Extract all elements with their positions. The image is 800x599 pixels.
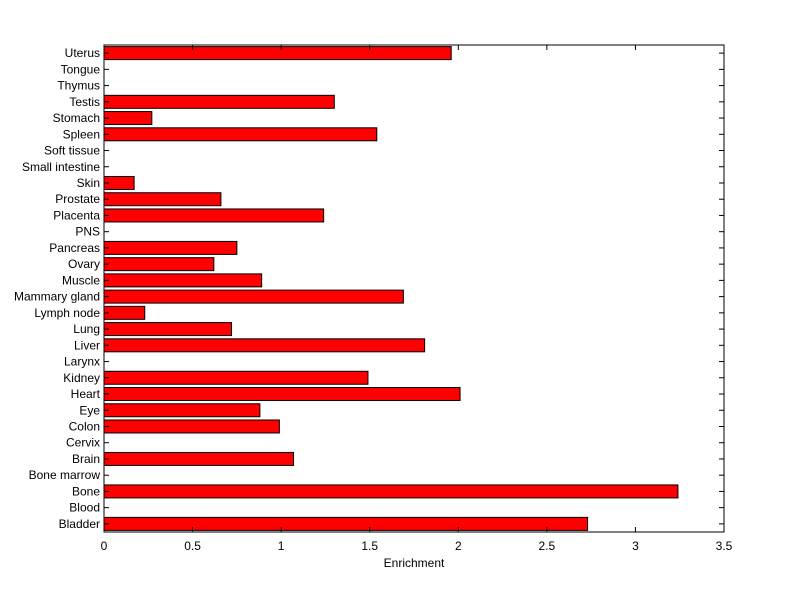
x-tick-label: 1 xyxy=(278,539,285,553)
bar-bone xyxy=(103,484,679,499)
y-tick-label: Uterus xyxy=(65,46,100,60)
y-tick-label: Pancreas xyxy=(49,241,100,255)
x-tick-label: 2.5 xyxy=(539,539,556,553)
x-tick-label: 0.5 xyxy=(184,539,201,553)
x-tick-label: 2 xyxy=(455,539,462,553)
y-tick-label: Brain xyxy=(72,452,100,466)
bar-mammary-gland xyxy=(103,289,404,304)
bar-lung xyxy=(103,322,233,337)
y-tick-label: Bone marrow xyxy=(29,468,101,482)
bars-layer xyxy=(103,46,679,531)
y-tick-label: Soft tissue xyxy=(44,144,100,158)
bar-stomach xyxy=(103,111,153,126)
y-tick-label: Stomach xyxy=(53,111,100,125)
y-tick-label: Bone xyxy=(72,484,100,498)
y-tick-label: Tongue xyxy=(61,62,101,76)
y-tick-label: Skin xyxy=(77,176,100,190)
bar-bladder xyxy=(103,516,589,531)
bar-placenta xyxy=(103,208,325,223)
bar-ovary xyxy=(103,257,215,272)
y-tick-label: Liver xyxy=(74,338,100,352)
y-tick-label: Mammary gland xyxy=(14,290,100,304)
y-tick-label: Blood xyxy=(69,501,100,515)
y-tick-label: Larynx xyxy=(64,355,100,369)
bar-pancreas xyxy=(103,240,238,255)
y-tick-label: Placenta xyxy=(53,208,100,222)
y-tick-label: PNS xyxy=(75,225,100,239)
bar-colon xyxy=(103,419,280,434)
x-tick-label: 3.5 xyxy=(716,539,733,553)
y-tick-label: Cervix xyxy=(66,436,100,450)
y-tick-label: Spleen xyxy=(63,127,100,141)
y-tick-label: Eye xyxy=(79,403,100,417)
bar-muscle xyxy=(103,273,263,288)
bar-brain xyxy=(103,451,295,466)
bar-eye xyxy=(103,403,261,418)
y-tick-label: Muscle xyxy=(62,273,100,287)
x-tick-label: 0 xyxy=(101,539,108,553)
y-tick-label: Colon xyxy=(69,419,100,433)
y-tick-label: Small intestine xyxy=(22,160,100,174)
bar-spleen xyxy=(103,127,378,142)
y-tick-label: Testis xyxy=(69,95,100,109)
y-tick-label: Prostate xyxy=(55,192,100,206)
ticks-layer: Bladder Blood Bone Bone marrow Brain Cervix Co… xyxy=(14,45,733,553)
x-axis-label: Enrichment xyxy=(384,556,445,570)
y-tick-label: Bladder xyxy=(59,517,100,531)
bar-prostate xyxy=(103,192,222,207)
bar-kidney xyxy=(103,370,369,385)
x-tick-label: 3 xyxy=(632,539,639,553)
y-tick-label: Kidney xyxy=(63,371,100,385)
y-tick-label: Heart xyxy=(71,387,101,401)
bar-lymph-node xyxy=(103,305,146,320)
bar-heart xyxy=(103,387,461,402)
bar-testis xyxy=(103,94,335,109)
y-tick-label: Lung xyxy=(73,322,100,336)
x-tick-label: 1.5 xyxy=(361,539,378,553)
y-tick-label: Lymph node xyxy=(34,306,100,320)
y-tick-label: Thymus xyxy=(57,79,100,93)
bar-uterus xyxy=(103,46,452,61)
y-tick-label: Ovary xyxy=(68,257,100,271)
plot-frame xyxy=(103,44,725,533)
bar-liver xyxy=(103,338,426,353)
